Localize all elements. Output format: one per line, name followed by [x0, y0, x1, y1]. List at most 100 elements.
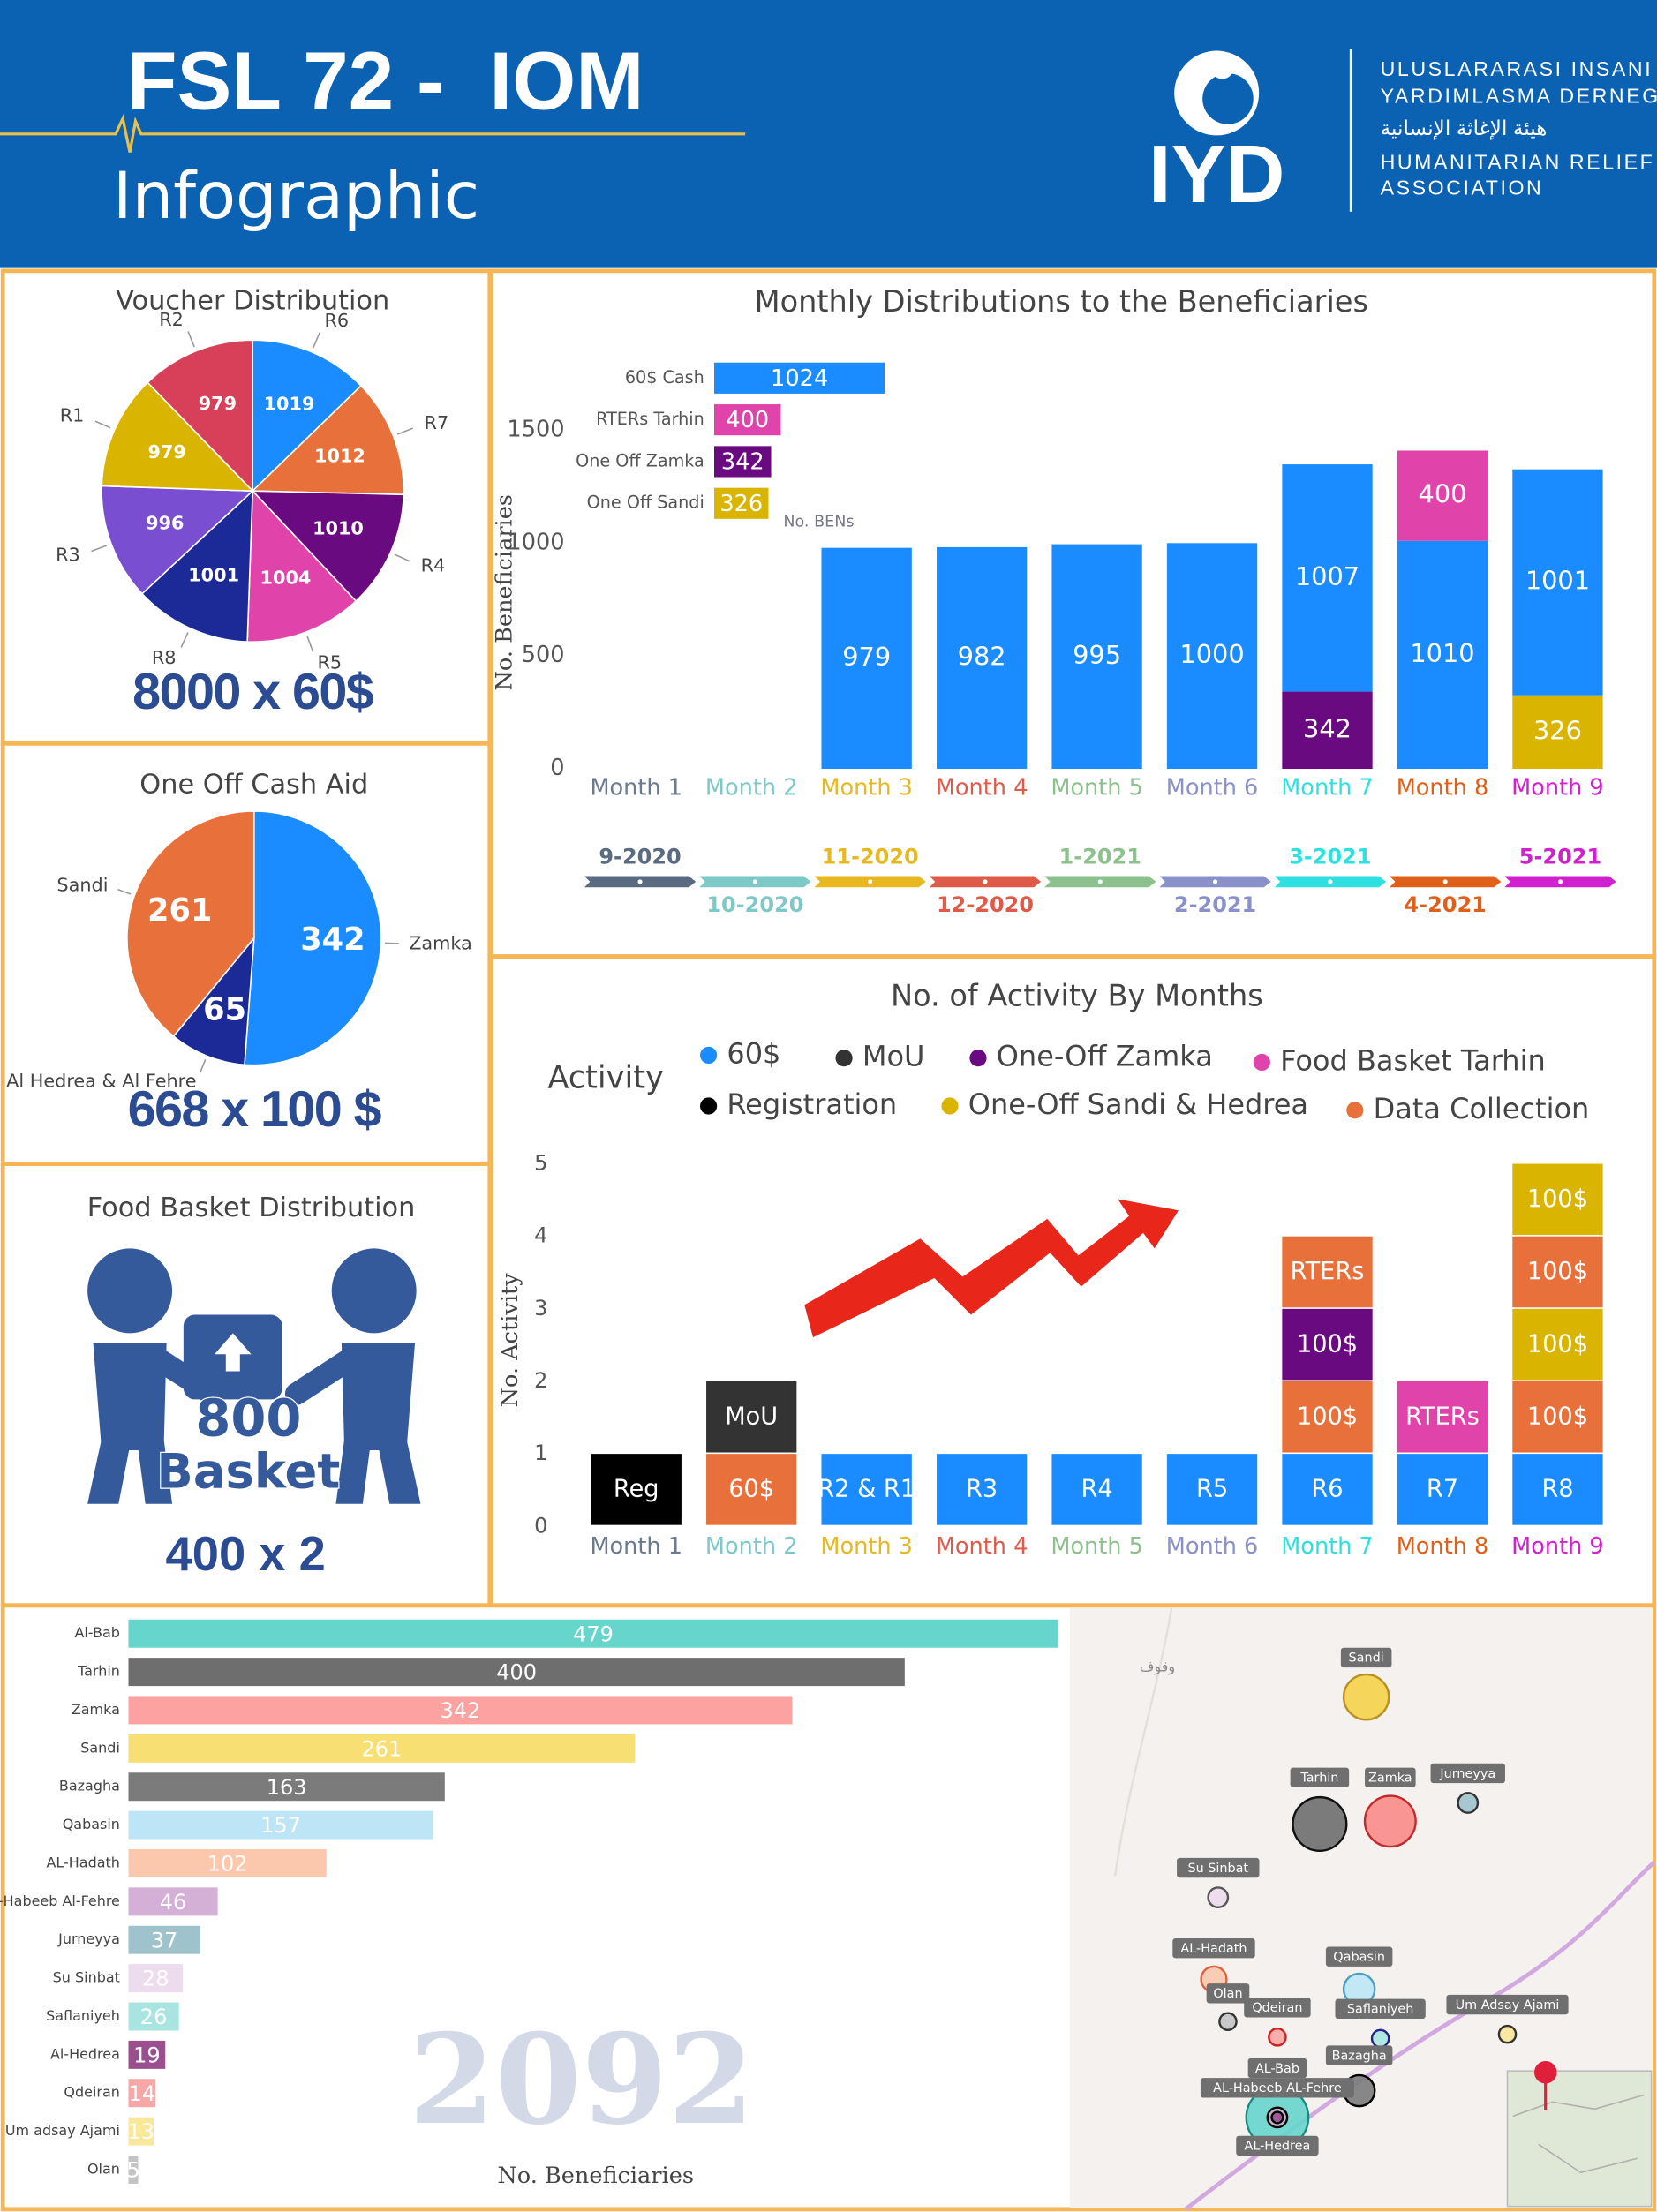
- basket-count: 800: [195, 1389, 301, 1448]
- y-tick-label: Sandi: [80, 1739, 120, 1756]
- legend-bar: [713, 446, 772, 478]
- map-bubble: [1370, 2028, 1390, 2049]
- map-label-box: [1430, 1763, 1505, 1784]
- timeline-dot: [1442, 879, 1448, 884]
- bar: [128, 1810, 433, 1840]
- pie-leader: [187, 331, 195, 348]
- map-place-label: AL-Habeeb AL-Fehre: [1213, 2081, 1342, 2095]
- bar-segment: [1512, 695, 1603, 770]
- legend-title: Activity: [547, 1060, 664, 1096]
- timeline-label: 11-2020: [822, 845, 919, 869]
- logo-mark-dot: [1210, 56, 1234, 79]
- map-place-label: Olan: [1213, 1987, 1242, 2001]
- bar-value-label: 1001: [1525, 566, 1590, 596]
- logo-mark-inner: [1202, 73, 1254, 124]
- y-tick-label: 1500: [507, 416, 564, 442]
- bar-segment: [1166, 543, 1258, 770]
- bar-segment: [1282, 464, 1373, 692]
- activity-segment-label: 100$: [1527, 1185, 1588, 1213]
- pie-slice: [246, 489, 358, 643]
- timeline-label: 9-2020: [599, 845, 681, 869]
- timeline-dot: [637, 879, 643, 884]
- activity-segment: [1282, 1236, 1373, 1308]
- pie-value-label: 996: [146, 512, 184, 533]
- pie-category-label: R4: [421, 554, 446, 576]
- bar: [128, 1772, 445, 1802]
- bar-segment: [1397, 450, 1488, 541]
- y-tick-label: Qabasin: [63, 1816, 120, 1832]
- bar-value-label: 982: [958, 641, 1006, 671]
- chart-title: Monthly Distributions to the Beneficiari…: [755, 284, 1368, 319]
- activity-segment-label: Reg: [614, 1476, 659, 1503]
- legend-label: Food Basket Tarhin: [1280, 1043, 1546, 1077]
- x-tick-label: Month 9: [1511, 1533, 1604, 1560]
- pie-category-label: R1: [60, 405, 85, 426]
- activity-segment-label: MoU: [725, 1403, 778, 1431]
- bar-value-label: 479: [573, 1621, 614, 1646]
- bar-value-label: 37: [151, 1928, 178, 1952]
- bar-value-label: 5: [126, 2158, 139, 2183]
- activity-segment-label: R3: [966, 1476, 998, 1503]
- pie-leader: [91, 545, 108, 553]
- x-tick-label: Month 6: [1166, 774, 1259, 801]
- bar: [128, 1925, 200, 1954]
- person-arm: [284, 1345, 365, 1405]
- x-tick-label: Month 2: [705, 774, 798, 801]
- bar-value-label: 1000: [1179, 639, 1244, 669]
- basket-arrow: [215, 1333, 252, 1372]
- inset-map: [1506, 2070, 1653, 2208]
- map-label-box: [1325, 2045, 1393, 2065]
- person-body: [376, 1439, 421, 1504]
- pie-category-label: R8: [152, 647, 177, 668]
- x-tick-label: Month 8: [1397, 1533, 1489, 1560]
- bar-segment: [1397, 540, 1488, 770]
- x-tick-label: Month 2: [705, 1533, 798, 1560]
- org-name-line: ULUSLARARASI INSANI: [1381, 57, 1653, 80]
- pie-value-label: 1019: [264, 394, 315, 415]
- pie-category-label: Al Hedrea & Al Fehre: [6, 1071, 196, 1092]
- legend-marker: [700, 1097, 718, 1115]
- panel-title: Food Basket Distribution: [87, 1193, 416, 1223]
- activity-segment: [1397, 1381, 1488, 1453]
- bar-value-label: 102: [207, 1852, 248, 1877]
- pie-slice: [172, 936, 255, 1066]
- y-tick-label: 0: [534, 1513, 547, 1538]
- map-place-label: AL-Hadath: [1180, 1942, 1247, 1956]
- pie-category-label: R7: [425, 412, 449, 433]
- y-tick-label: 4: [534, 1223, 547, 1248]
- bar-value-label: 28: [142, 1967, 169, 1991]
- map-place-name: وقوف: [1140, 1659, 1175, 1676]
- map-label-box: [1335, 1998, 1426, 2020]
- panel-border: [0, 1603, 1657, 2212]
- chart-title: No. of Activity By Months: [891, 978, 1263, 1012]
- map-label-box: [1236, 2135, 1319, 2156]
- pie-leader: [200, 1059, 207, 1073]
- x-axis-label: No. Beneficiaries: [497, 2163, 694, 2189]
- legend-label: One-Off Zamka: [997, 1040, 1213, 1073]
- activity-segment: [1512, 1236, 1603, 1308]
- timeline-dot: [1097, 879, 1103, 884]
- map-label-box: [1177, 1857, 1260, 1878]
- map-place-label: Sandi: [1349, 1651, 1384, 1666]
- timeline-dot: [1213, 879, 1218, 884]
- legend-marker: [1346, 1102, 1364, 1119]
- x-tick-label: Month 7: [1281, 774, 1374, 801]
- legend-bar: [713, 362, 885, 394]
- bar: [128, 2040, 166, 2069]
- timeline-dot: [1328, 879, 1333, 884]
- y-tick-label: 3: [534, 1296, 547, 1320]
- pie-category-label: R6: [324, 310, 349, 331]
- pie-leader: [94, 420, 111, 429]
- bar: [128, 1658, 905, 1687]
- activity-segment: [821, 1454, 912, 1525]
- legend-label: Data Collection: [1374, 1092, 1590, 1125]
- legend-label: 60$: [727, 1036, 780, 1070]
- activity-segment-label: R5: [1196, 1476, 1228, 1503]
- map-label-box: [1290, 1767, 1350, 1787]
- map-place-label: Bazagha: [1332, 2049, 1387, 2063]
- timeline-label: 4-2021: [1404, 892, 1486, 917]
- pie-total-label: 668 x 100 $: [128, 1081, 382, 1138]
- y-tick-label: 1000: [507, 529, 564, 555]
- pie-leader: [384, 942, 399, 944]
